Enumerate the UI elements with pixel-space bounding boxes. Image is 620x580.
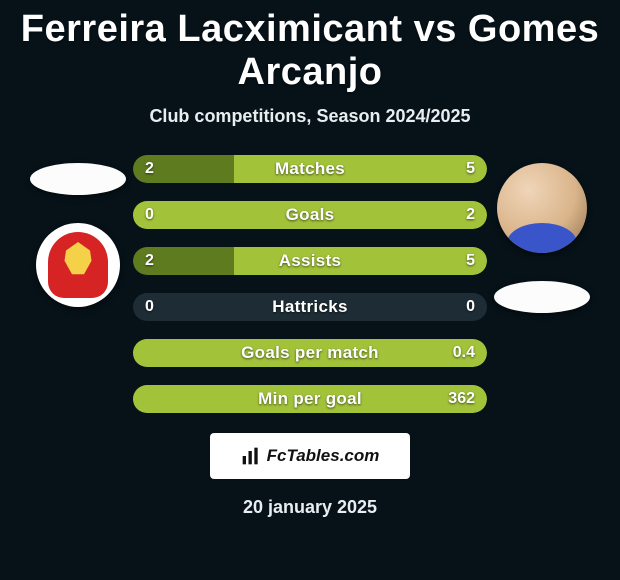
stat-label: Min per goal xyxy=(133,385,487,413)
stat-row: 25Matches xyxy=(133,155,487,183)
stat-row: 00Hattricks xyxy=(133,293,487,321)
comparison-title: Ferreira Lacximicant vs Gomes Arcanjo xyxy=(0,0,620,94)
watermark-text: FcTables.com xyxy=(267,446,380,466)
stat-row: 362Min per goal xyxy=(133,385,487,413)
stat-label: Matches xyxy=(133,155,487,183)
stat-label: Goals xyxy=(133,201,487,229)
club-crest-icon xyxy=(48,232,108,298)
left-player-avatar-placeholder xyxy=(30,163,126,195)
bar-chart-icon xyxy=(241,446,261,466)
right-player-column xyxy=(487,155,597,413)
stat-label: Assists xyxy=(133,247,487,275)
comparison-date: 20 january 2025 xyxy=(0,497,620,518)
right-player-club-placeholder xyxy=(494,281,590,313)
stat-row: 02Goals xyxy=(133,201,487,229)
comparison-content: 25Matches 02Goals 25Assists 00Hattricks 0.4G… xyxy=(0,155,620,413)
stat-label: Goals per match xyxy=(133,339,487,367)
stat-row: 0.4Goals per match xyxy=(133,339,487,367)
watermark-badge: FcTables.com xyxy=(210,433,410,479)
left-player-club-badge xyxy=(36,223,120,307)
right-player-avatar xyxy=(497,163,587,253)
stat-row: 25Assists xyxy=(133,247,487,275)
comparison-subtitle: Club competitions, Season 2024/2025 xyxy=(0,106,620,127)
stat-bars: 25Matches 02Goals 25Assists 00Hattricks 0.4G… xyxy=(133,155,487,413)
left-player-column xyxy=(23,155,133,413)
stat-label: Hattricks xyxy=(133,293,487,321)
